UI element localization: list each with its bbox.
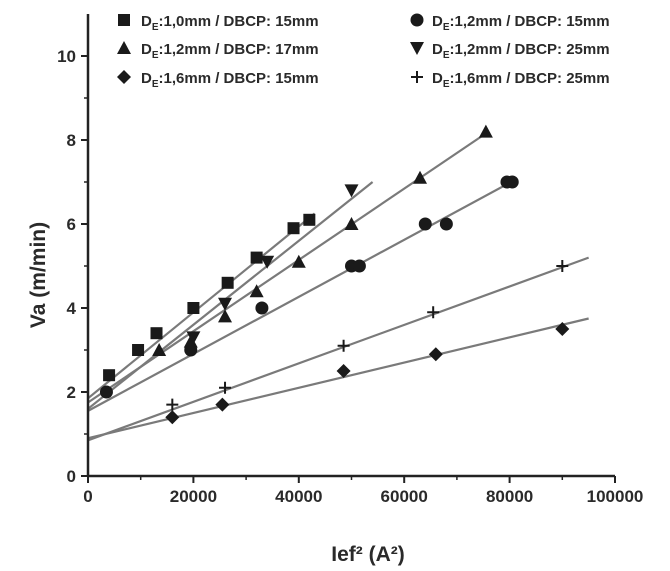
data-point-s1-4 (187, 302, 200, 314)
x-tick-label-60000: 60000 (381, 487, 428, 506)
data-point-s6-4 (427, 306, 440, 319)
data-point-s3-6 (344, 217, 359, 230)
fit-line-series-2 (87, 178, 516, 412)
y-tick-label-2: 2 (67, 383, 76, 402)
data-point-s6-5 (556, 260, 569, 272)
x-tick-label-80000: 80000 (486, 487, 533, 506)
x-axis-title: Ief² (A²) (331, 543, 404, 566)
legend-marker-3 (117, 41, 131, 54)
data-point-s3-5 (291, 254, 306, 268)
fit-line-series-4 (87, 181, 374, 410)
data-point-s5-4 (428, 347, 443, 362)
legend: DE:1,0mm / DBCP: 15mm DE:1,2mm / DBCP: 15… (117, 13, 610, 90)
x-tick-label-0: 0 (83, 487, 92, 506)
data-point-s4-2 (218, 297, 233, 311)
data-point-s5-5 (555, 322, 570, 336)
legend-item-4: DE:1,2mm / DBCP: 25mm (410, 41, 610, 61)
x-tick-label-40000: 40000 (275, 487, 322, 506)
y-axis-title: Va (m/min) (27, 222, 50, 328)
data-point-s3-7 (413, 170, 428, 184)
legend-item-2: DE:1,2mm / DBCP: 15mm (410, 13, 610, 33)
data-point-s1-1 (103, 369, 116, 382)
data-point-s2-3 (255, 301, 269, 315)
data-point-s2-6 (418, 217, 432, 231)
legend-label-2: DE:1,2mm / DBCP: 15mm (432, 13, 610, 33)
legend-item-5: DE:1,6mm / DBCP: 15mm (117, 70, 319, 90)
legend-marker-1 (118, 14, 130, 26)
legend-item-1: DE:1,0mm / DBCP: 15mm (118, 13, 319, 33)
data-point-s4-4 (344, 184, 359, 198)
legend-item-3: DE:1,2mm / DBCP: 17mm (117, 41, 319, 61)
data-point-s2-1 (99, 385, 113, 399)
legend-label-5: DE:1,6mm / DBCP: 15mm (141, 70, 319, 90)
data-point-s2-7 (439, 217, 453, 231)
legend-marker-2 (410, 13, 424, 27)
data-point-s4-1 (186, 331, 201, 345)
y-tick-label-8: 8 (67, 131, 76, 150)
data-point-s5-2 (215, 397, 230, 412)
data-point-s6-1 (166, 398, 179, 411)
data-point-s3-1 (152, 343, 167, 356)
data-point-s3-3 (218, 309, 233, 323)
data-point-s1-8 (303, 213, 316, 226)
fit-line-series-1 (87, 212, 316, 400)
data-point-s3-2 (183, 334, 198, 348)
data-point-s1-2 (132, 344, 145, 356)
data-point-s1-7 (287, 222, 300, 235)
data-point-s2-9 (505, 175, 519, 189)
data-point-s5-1 (165, 410, 180, 425)
x-tick-label-100000: 100000 (587, 487, 644, 506)
legend-label-4: DE:1,2mm / DBCP: 25mm (432, 41, 610, 61)
legend-marker-5 (117, 70, 131, 84)
axes: 0 20000 40000 60000 80000 100000 0 2 4 6 8 10 (57, 14, 643, 506)
legend-label-6: DE:1,6mm / DBCP: 25mm (432, 70, 610, 90)
legend-marker-6 (411, 71, 423, 83)
x-tick-label-20000: 20000 (170, 487, 217, 506)
data-point-s5-3 (336, 364, 351, 378)
data-point-s2-5 (352, 259, 366, 273)
data-point-s4-3 (260, 255, 275, 269)
data-point-s1-6 (250, 251, 263, 264)
y-tick-label-10: 10 (57, 47, 76, 66)
legend-label-3: DE:1,2mm / DBCP: 17mm (141, 41, 319, 61)
legend-label-1: DE:1,0mm / DBCP: 15mm (141, 13, 319, 33)
data-point-s3-4 (249, 284, 264, 298)
legend-item-6: DE:1,6mm / DBCP: 25mm (411, 70, 610, 90)
data-point-s6-2 (219, 381, 232, 394)
legend-marker-4 (410, 42, 424, 55)
y-tick-label-6: 6 (67, 215, 76, 234)
data-points (99, 124, 570, 425)
data-point-s1-5 (221, 276, 234, 289)
data-point-s1-3 (150, 327, 163, 340)
data-point-s3-8 (478, 124, 493, 138)
data-point-s6-3 (337, 339, 350, 352)
y-tick-label-4: 4 (67, 299, 77, 318)
y-tick-label-0: 0 (67, 467, 76, 486)
